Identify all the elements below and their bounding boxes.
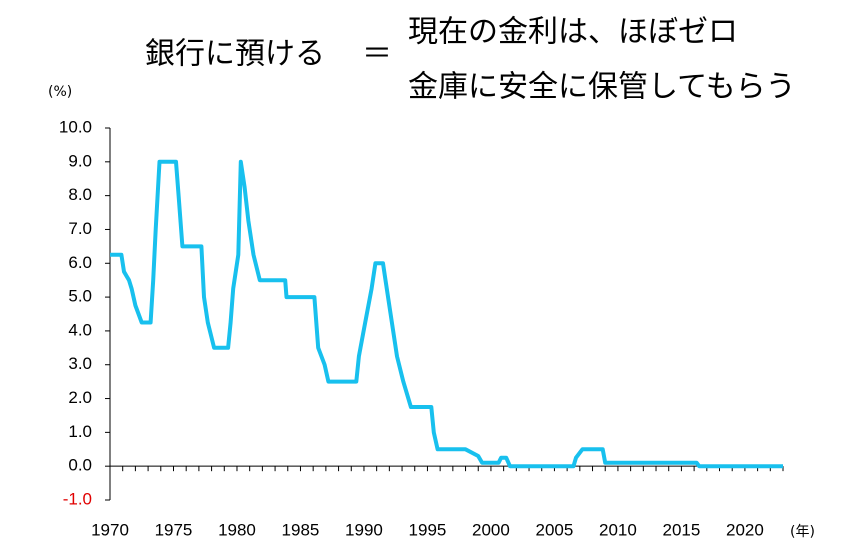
y-tick-label: 4.0 (68, 320, 92, 339)
title-line: 現在の金利は、ほぼゼロ (408, 15, 738, 50)
title-line: 金庫に安全に保管してもらう (408, 70, 796, 105)
y-tick-label: 8.0 (68, 185, 92, 204)
x-tick-label: 1985 (282, 520, 320, 539)
x-axis-label: (年) (790, 524, 815, 540)
x-tick-label: 2000 (472, 520, 510, 539)
y-tick-label: 2.0 (68, 388, 92, 407)
x-tick-label: 1990 (345, 520, 383, 539)
x-tick-label: 2020 (726, 520, 764, 539)
x-tick-label: 2010 (599, 520, 637, 539)
y-tick-label: 0.0 (68, 456, 92, 475)
y-tick-label: 6.0 (68, 253, 92, 272)
x-tick-label: 1980 (218, 520, 256, 539)
rate-line (110, 159, 783, 469)
y-axis-label: (%) (48, 84, 72, 100)
y-tick-label: 7.0 (68, 219, 92, 238)
x-tick-label: 1970 (91, 520, 129, 539)
x-tick-label: 2005 (536, 520, 574, 539)
title-left: 銀行に預ける (145, 37, 325, 72)
y-tick-label: 1.0 (68, 422, 92, 441)
y-tick-label: 10.0 (59, 117, 92, 136)
x-tick-label: 1975 (155, 520, 193, 539)
y-tick-label: 5.0 (68, 287, 92, 306)
y-tick-label: 3.0 (68, 354, 92, 373)
x-tick-label: 1995 (409, 520, 447, 539)
x-tick-label: 2015 (663, 520, 701, 539)
y-tick-label: -1.0 (63, 489, 92, 508)
y-tick-label: 9.0 (68, 151, 92, 170)
title-sign: ＝ (362, 37, 392, 72)
